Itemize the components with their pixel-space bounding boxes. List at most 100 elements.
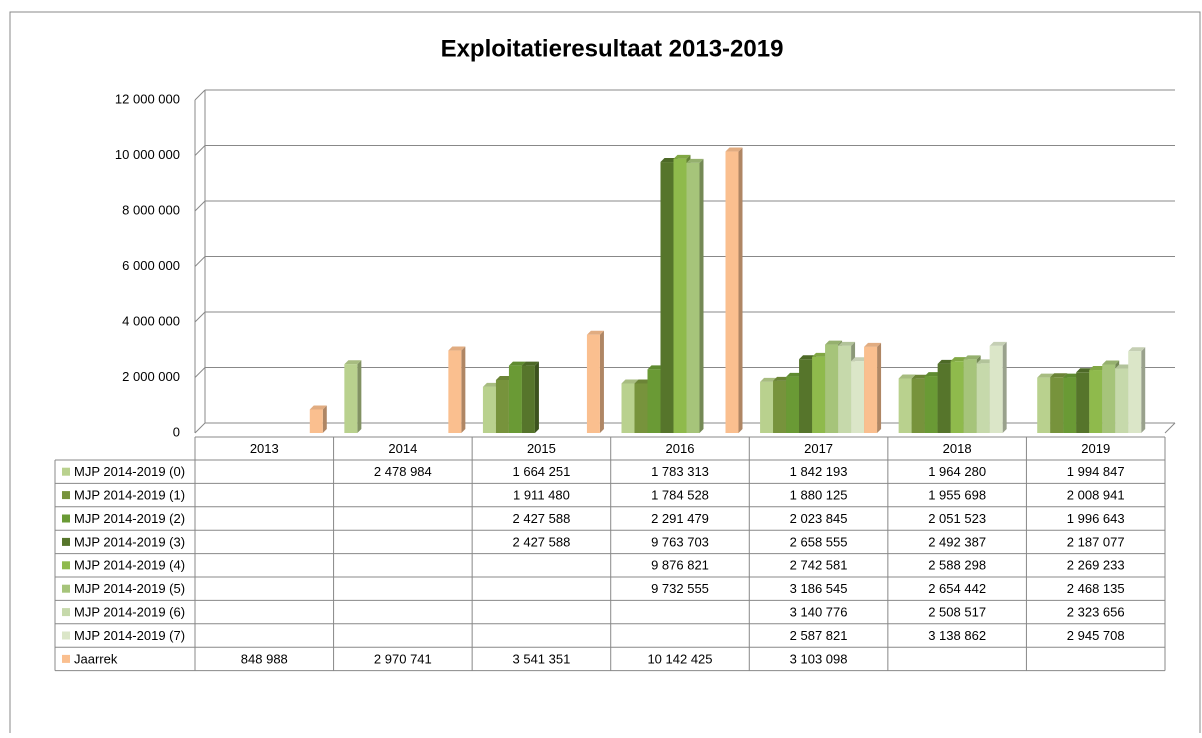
bar-top [1050, 373, 1068, 378]
y-tick-label: 4 000 000 [122, 313, 180, 328]
axis-depth [1164, 422, 1176, 434]
bar-top [963, 355, 981, 360]
data-label: 9 732 555 [651, 581, 709, 596]
bar-top [1128, 347, 1146, 352]
data-label: 1 842 193 [790, 464, 848, 479]
data-label: 2 742 581 [790, 558, 848, 573]
bar [898, 378, 912, 433]
bar-top [786, 372, 804, 377]
bar-top [864, 342, 882, 347]
bar-top [647, 365, 665, 370]
bar-top [482, 382, 500, 387]
data-label: 3 541 351 [513, 651, 571, 666]
y-tick-label: 0 [173, 424, 180, 439]
bar-top [344, 360, 362, 365]
data-label: 9 876 821 [651, 558, 709, 573]
legend-label: MJP 2014-2019 (2) [74, 511, 185, 526]
data-label: 1 664 251 [513, 464, 571, 479]
bar [924, 376, 938, 433]
bar [521, 365, 535, 433]
data-label: 2 427 588 [513, 511, 571, 526]
legend-swatch [62, 654, 70, 663]
bar [773, 380, 787, 433]
y-tick-label: 2 000 000 [122, 369, 180, 384]
legend-swatch [62, 491, 70, 500]
bar [1063, 377, 1077, 433]
bar [508, 365, 522, 433]
bar-top [1037, 373, 1055, 378]
bar-top [924, 372, 942, 377]
bar [660, 162, 674, 433]
data-label: 2 945 708 [1067, 628, 1125, 643]
data-label: 3 186 545 [790, 581, 848, 596]
bar [911, 378, 925, 433]
bar [812, 356, 826, 433]
bar [976, 363, 990, 433]
data-label: 2 508 517 [928, 605, 986, 620]
bar-side [357, 360, 362, 433]
bar [937, 363, 951, 433]
bar-side [534, 361, 539, 433]
legend-swatch [62, 467, 70, 476]
bar-top [586, 330, 604, 335]
x-tick-label: 2016 [666, 441, 695, 456]
data-label: 9 763 703 [651, 534, 709, 549]
legend-label: MJP 2014-2019 (6) [74, 605, 185, 620]
bar-top [521, 361, 539, 366]
bar-top [812, 352, 830, 357]
data-label: 1 784 528 [651, 488, 709, 503]
data-label: 10 142 425 [647, 651, 712, 666]
bar [1037, 377, 1051, 433]
bar [1128, 351, 1142, 433]
x-tick-label: 2015 [527, 441, 556, 456]
data-label: 2 468 135 [1067, 581, 1125, 596]
data-label: 1 964 280 [928, 464, 986, 479]
bar [989, 345, 1003, 433]
bar [621, 383, 635, 433]
bar [673, 158, 687, 433]
legend-label: MJP 2014-2019 (4) [74, 558, 185, 573]
data-label: 2 008 941 [1067, 488, 1125, 503]
bar [448, 350, 462, 433]
grid-depth [194, 89, 206, 101]
bar-top [309, 405, 327, 410]
bar-top [686, 158, 704, 163]
bar-top [937, 359, 955, 364]
data-label: 848 988 [241, 651, 288, 666]
data-label: 1 783 313 [651, 464, 709, 479]
legend-swatch [62, 537, 70, 546]
bar [786, 376, 800, 433]
bar [760, 381, 774, 433]
data-label: 1 996 643 [1067, 511, 1125, 526]
bar-top [825, 340, 843, 345]
bar-top [989, 341, 1007, 346]
data-label: 2 291 479 [651, 511, 709, 526]
bar-top [448, 346, 466, 351]
legend-label: MJP 2014-2019 (0) [74, 464, 185, 479]
data-label: 3 140 776 [790, 605, 848, 620]
bar [1102, 364, 1116, 433]
bar [1050, 377, 1064, 433]
data-label: 2 323 656 [1067, 605, 1125, 620]
bar-side [1141, 347, 1146, 433]
data-label: 2 051 523 [928, 511, 986, 526]
y-tick-label: 12 000 000 [115, 91, 180, 106]
bar [495, 379, 509, 433]
bar-top [1063, 373, 1081, 378]
bar-side [461, 346, 466, 433]
bar-top [508, 361, 526, 366]
legend-swatch [62, 561, 70, 570]
legend-swatch [62, 584, 70, 593]
legend-swatch [62, 608, 70, 617]
bar [1076, 372, 1090, 433]
data-label: 3 103 098 [790, 651, 848, 666]
y-tick-label: 10 000 000 [115, 147, 180, 162]
data-label: 2 023 845 [790, 511, 848, 526]
bar [851, 361, 865, 433]
bar-top [838, 341, 856, 346]
data-label: 1 955 698 [928, 488, 986, 503]
data-label: 2 588 298 [928, 558, 986, 573]
bar-top [1115, 364, 1133, 369]
bar-top [1102, 360, 1120, 365]
